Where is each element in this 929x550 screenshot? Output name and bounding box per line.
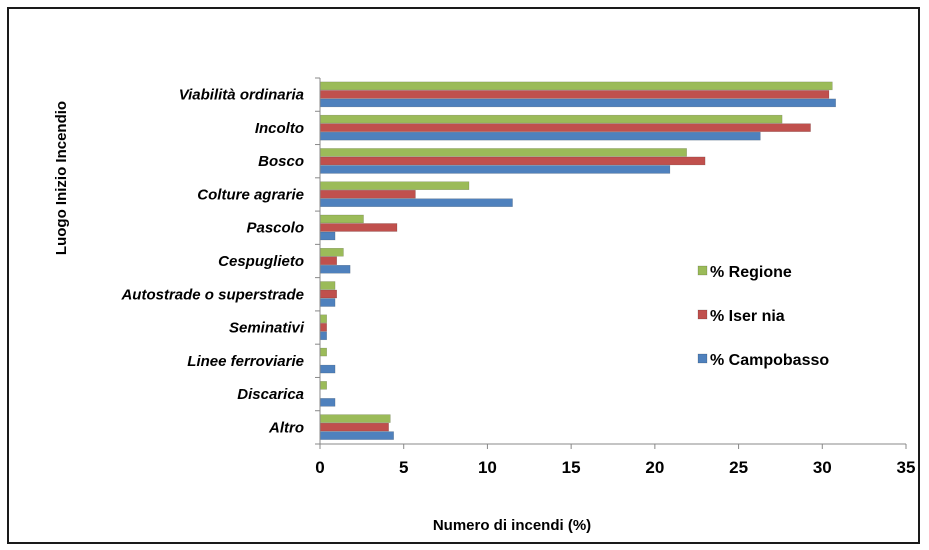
bar-campobasso: [319, 198, 513, 207]
legend-swatch: [697, 309, 708, 320]
x-tick-label: 15: [562, 458, 581, 477]
bar-regione: [319, 281, 336, 290]
bar-regione: [319, 381, 327, 390]
category-label: Linee ferroviarie: [187, 353, 304, 370]
category-label: Seminativi: [229, 320, 305, 337]
bar-campobasso: [319, 431, 394, 440]
axes-group: [315, 77, 907, 449]
category-label: Pascolo: [246, 220, 304, 237]
x-tick-label: 0: [315, 458, 324, 477]
bar-iser-nia: [319, 256, 337, 265]
x-axis-title: Numero di incendi (%): [433, 517, 591, 534]
bar-iser-nia: [319, 123, 811, 132]
bar-regione: [319, 181, 470, 190]
category-label: Cespuglieto: [218, 253, 304, 270]
category-label: Discarica: [237, 386, 304, 403]
x-tick-label: 35: [897, 458, 916, 477]
bar-iser-nia: [319, 323, 327, 332]
bar-iser-nia: [319, 90, 830, 99]
legend-label: % Regione: [710, 264, 792, 281]
legend-label: % Iser nia: [710, 308, 785, 325]
category-label: Colture agrarie: [197, 186, 304, 203]
x-tick-label: 30: [813, 458, 832, 477]
bar-campobasso: [319, 398, 336, 407]
category-label: Incolto: [255, 120, 304, 137]
x-tick-label: 5: [399, 458, 408, 477]
y-axis-title: Luogo Inizio Incendio: [53, 101, 70, 255]
x-tick-label: 20: [645, 458, 664, 477]
bar-campobasso: [319, 364, 336, 374]
legend: % Regione % Iser nia % Campobasso: [697, 264, 829, 369]
bar-iser-nia: [319, 422, 389, 432]
bar-iser-nia: [319, 189, 416, 199]
bar-iser-nia: [319, 156, 706, 166]
bar-campobasso: [319, 98, 836, 108]
bar-iser-nia: [319, 289, 337, 299]
bar-campobasso: [319, 165, 671, 174]
bar-campobasso: [319, 331, 327, 341]
legend-label: % Campobasso: [710, 352, 829, 369]
x-tick-label: 25: [729, 458, 748, 477]
category-label: Autostrade o superstrade: [120, 286, 304, 303]
bars-group: [319, 81, 836, 440]
bar-regione: [319, 314, 327, 324]
category-label: Viabilità ordinaria: [179, 87, 304, 104]
bar-regione: [319, 248, 344, 257]
bar-regione: [319, 347, 327, 357]
bar-campobasso: [319, 231, 336, 241]
legend-swatch: [697, 353, 708, 364]
x-tick-labels: 0 5 10 15 20 25 30 35: [315, 458, 915, 477]
category-labels: Viabilità ordinaria Incolto Bosco Colture a…: [120, 87, 304, 437]
x-tick-label: 10: [478, 458, 497, 477]
bar-regione: [319, 81, 833, 91]
bar-regione: [319, 414, 391, 423]
bar-regione: [319, 214, 364, 224]
bar-campobasso: [319, 131, 761, 141]
category-label: Altro: [268, 419, 304, 436]
bar-campobasso: [319, 265, 351, 274]
bar-regione: [319, 148, 687, 157]
bar-iser-nia: [319, 223, 398, 232]
bar-regione: [319, 114, 783, 124]
category-label: Bosco: [258, 153, 304, 170]
legend-swatch: [697, 265, 708, 276]
bar-campobasso: [319, 298, 336, 307]
